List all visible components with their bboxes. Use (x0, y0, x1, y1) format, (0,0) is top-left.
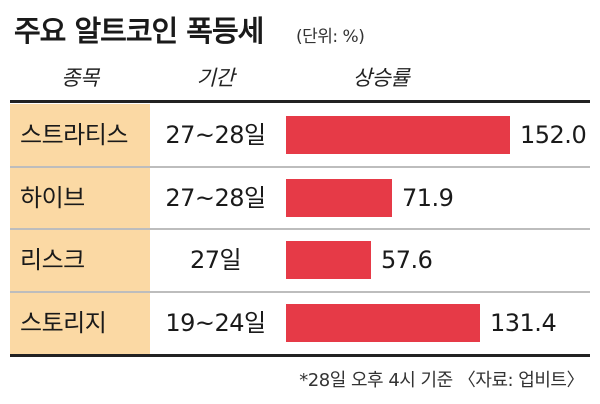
period-label: 19~24일 (165, 308, 266, 337)
value-label: 152.0 (520, 121, 587, 150)
period-label: 27~28일 (165, 121, 266, 150)
period-label: 27~28일 (165, 183, 266, 212)
value-label: 131.4 (490, 308, 557, 337)
category-label: 스토리지 (20, 308, 107, 337)
footnote: *28일 오후 4시 기준 〈자료: 업비트〉 (299, 370, 584, 391)
bottom-rule (10, 354, 590, 357)
period-label: 27일 (189, 246, 242, 275)
category-label: 하이브 (20, 183, 85, 212)
category-label: 리스크 (20, 246, 85, 275)
header-period: 기간 (196, 66, 235, 90)
value-label: 57.6 (381, 246, 433, 275)
row-separator (10, 165, 590, 168)
bar (286, 303, 480, 342)
chart-title: 주요 알트코인 폭등세 (14, 14, 264, 48)
row-separator (10, 228, 590, 230)
value-label: 71.9 (402, 183, 454, 212)
header-rise: 상승률 (352, 66, 410, 90)
category-label: 스트라티스 (20, 121, 128, 150)
unit-note: (단위: %) (296, 27, 365, 47)
row-separator (10, 290, 590, 293)
header-name: 종목 (61, 66, 99, 90)
bar (286, 178, 392, 217)
top-rule (10, 100, 590, 103)
bar (286, 241, 371, 280)
bar (286, 116, 510, 155)
